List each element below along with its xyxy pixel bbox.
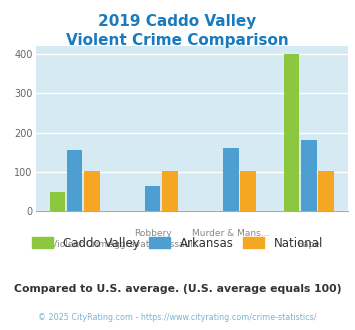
Bar: [50, 192, 65, 211]
Text: All Violent Crime: All Violent Crime: [37, 240, 113, 249]
Bar: [67, 150, 82, 211]
Bar: [240, 171, 256, 211]
Text: Compared to U.S. average. (U.S. average equals 100): Compared to U.S. average. (U.S. average …: [14, 284, 341, 294]
Text: Violent Crime Comparison: Violent Crime Comparison: [66, 33, 289, 48]
Text: © 2025 CityRating.com - https://www.cityrating.com/crime-statistics/: © 2025 CityRating.com - https://www.city…: [38, 313, 317, 322]
Text: 2019 Caddo Valley: 2019 Caddo Valley: [98, 14, 257, 29]
Text: Murder & Mans...: Murder & Mans...: [192, 229, 269, 238]
Bar: [284, 54, 299, 211]
Text: Robbery: Robbery: [134, 229, 171, 238]
Bar: [145, 186, 160, 211]
Bar: [84, 171, 100, 211]
Text: Aggravated Assault: Aggravated Assault: [108, 240, 197, 249]
Bar: [318, 171, 334, 211]
Text: Rape: Rape: [297, 240, 320, 249]
Bar: [223, 148, 239, 211]
Bar: [162, 171, 178, 211]
Bar: [301, 140, 317, 211]
Legend: Caddo Valley, Arkansas, National: Caddo Valley, Arkansas, National: [28, 233, 327, 253]
